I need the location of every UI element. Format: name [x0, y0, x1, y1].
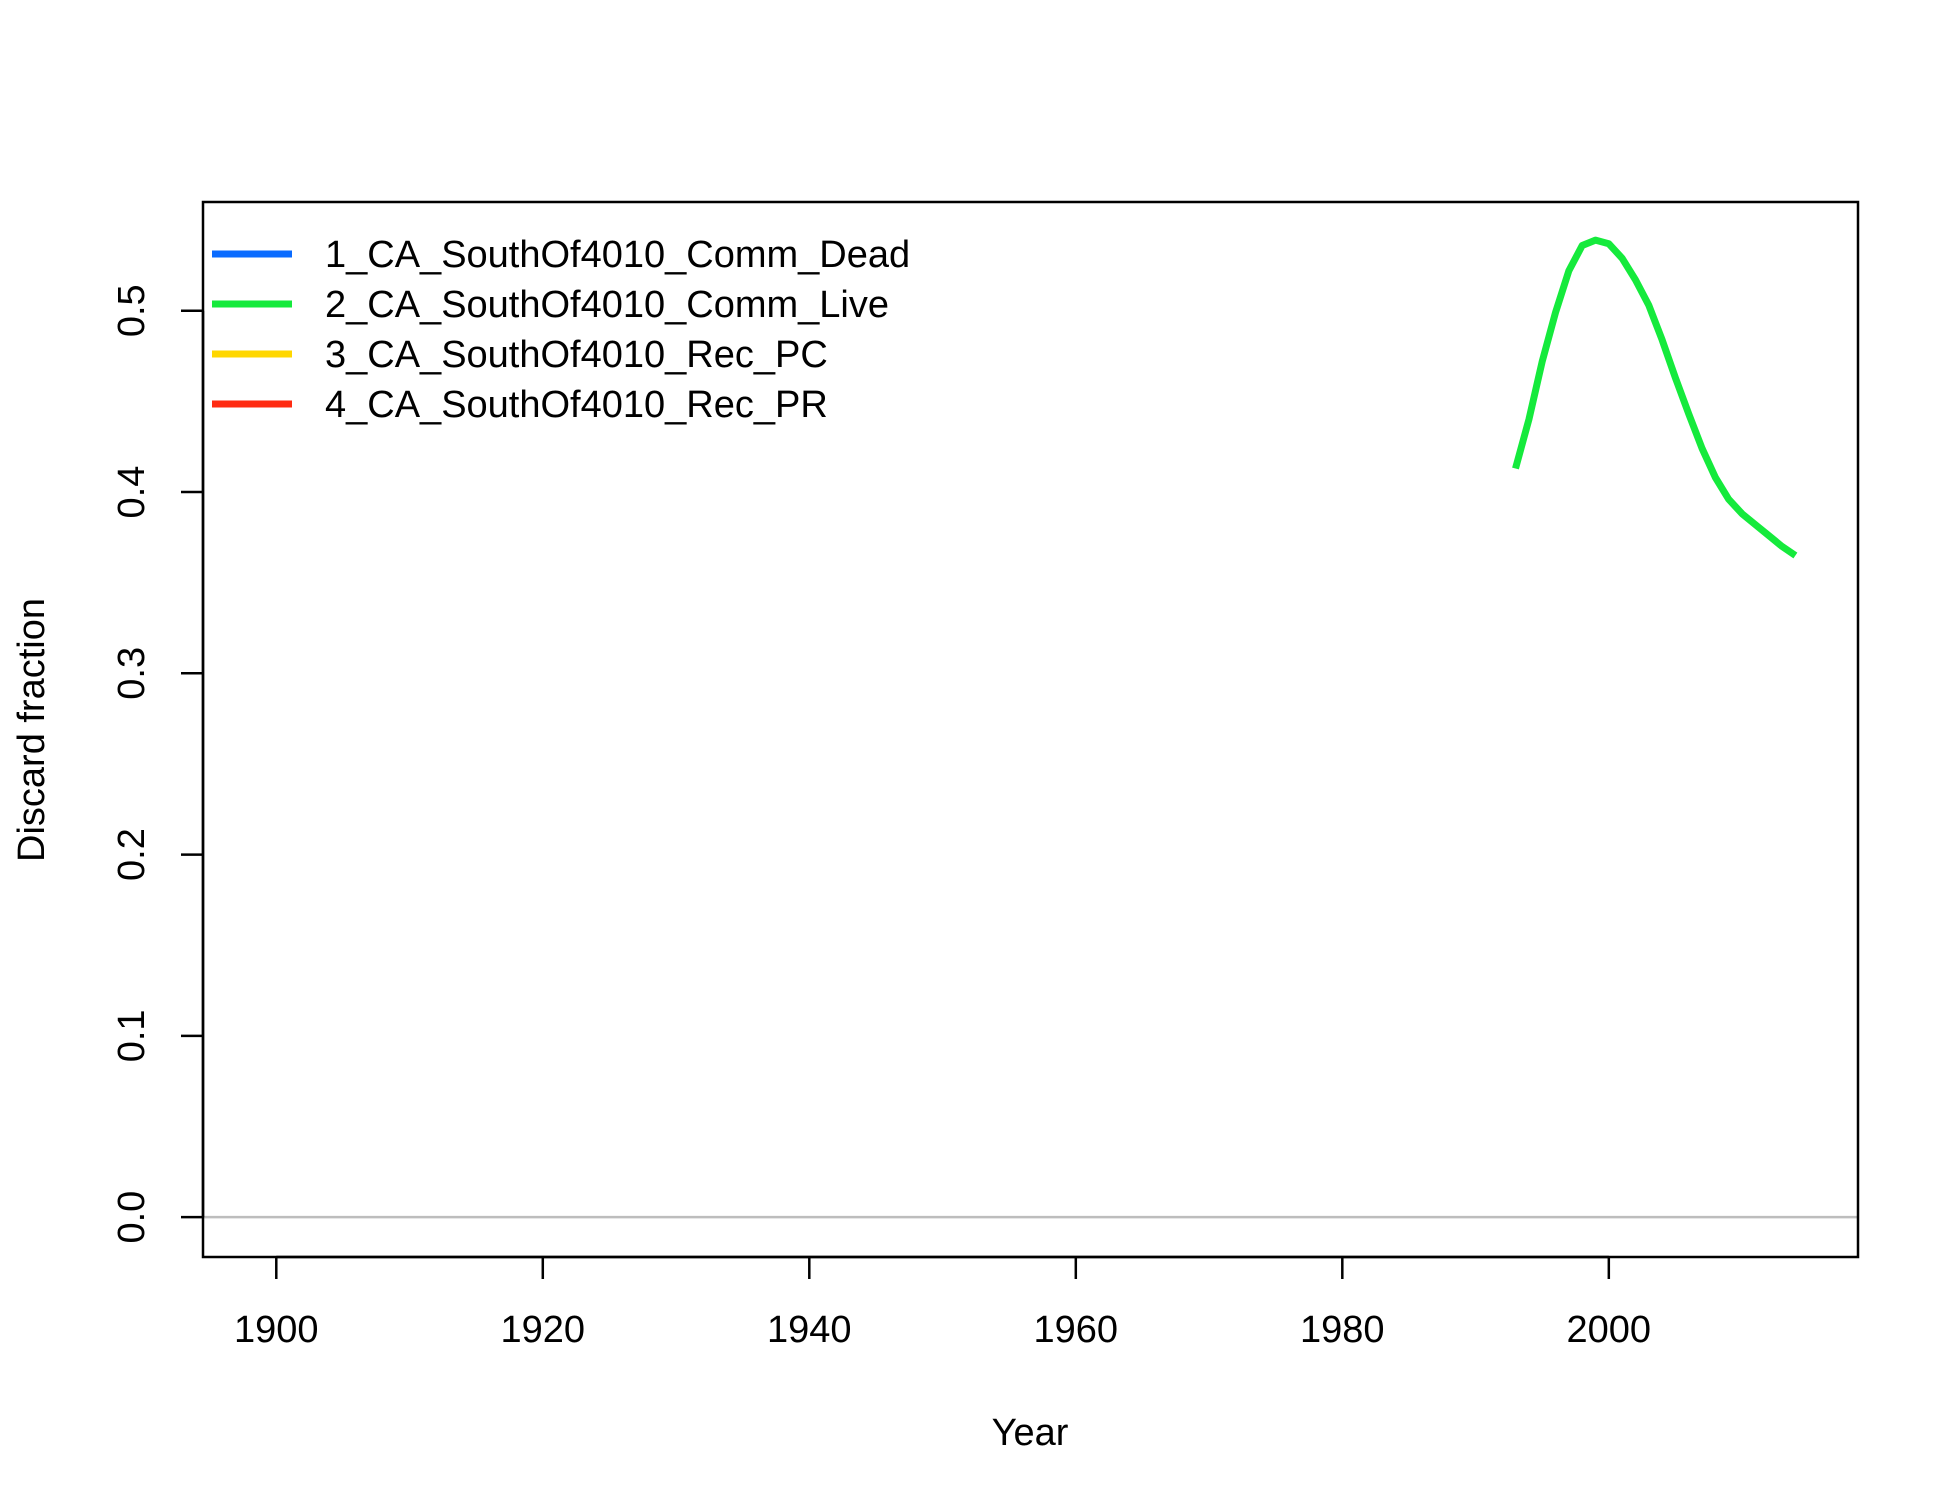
y-axis-title: Discard fraction: [11, 598, 53, 862]
x-tick-label: 2000: [1567, 1309, 1652, 1351]
legend-label-3: 3_CA_SouthOf4010_Rec_PC: [325, 334, 828, 376]
y-tick-label: 0.4: [111, 466, 153, 519]
x-axis-title: Year: [992, 1412, 1069, 1454]
y-tick-label: 0.5: [111, 284, 153, 337]
series-layer: [1512, 236, 1798, 559]
x-tick-label: 1960: [1034, 1309, 1119, 1351]
legend-label-1: 1_CA_SouthOf4010_Comm_Dead: [325, 234, 910, 276]
x-tick-label: 1900: [234, 1309, 319, 1351]
x-axis: 1900 1920 1940 1960 1980 2000: [234, 1255, 1652, 1351]
legend: 1_CA_SouthOf4010_Comm_Dead 2_CA_SouthOf40…: [212, 234, 910, 426]
x-tick-label: 1920: [501, 1309, 586, 1351]
legend-label-4: 4_CA_SouthOf4010_Rec_PR: [325, 384, 828, 426]
y-tick-label: 0.0: [111, 1191, 153, 1244]
x-tick-label: 1980: [1300, 1309, 1385, 1351]
x-tick-label: 1940: [767, 1309, 852, 1351]
series-line-2: [1512, 236, 1798, 559]
y-tick-label: 0.2: [111, 828, 153, 881]
y-tick-label: 0.3: [111, 647, 153, 700]
y-axis: 0.0 0.1 0.2 0.3 0.4 0.5: [111, 284, 205, 1244]
y-tick-label: 0.1: [111, 1009, 153, 1062]
legend-label-2: 2_CA_SouthOf4010_Comm_Live: [325, 284, 889, 326]
